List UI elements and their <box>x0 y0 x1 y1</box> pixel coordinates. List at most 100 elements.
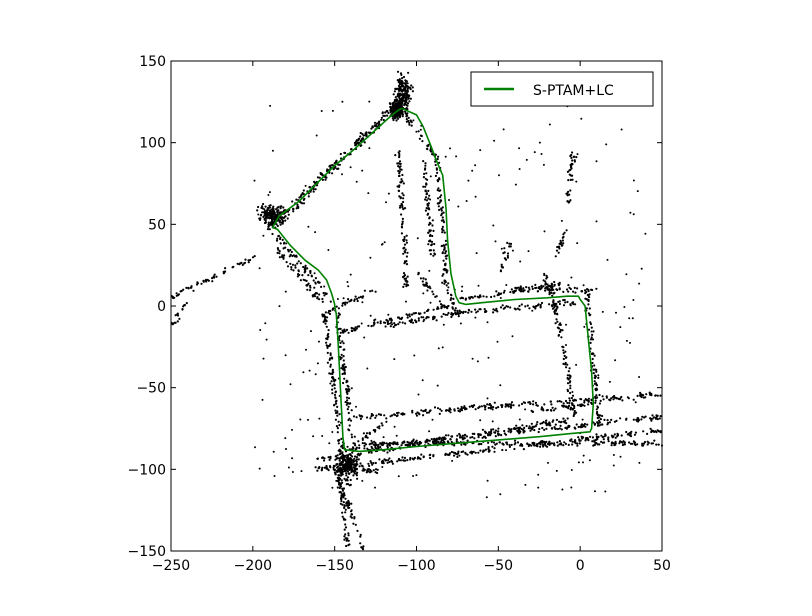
scatter-point <box>569 406 573 409</box>
scatter-point <box>211 277 214 280</box>
scatter-point <box>501 266 505 269</box>
scatter-point <box>399 93 402 96</box>
scatter-point <box>350 387 353 390</box>
scatter-point <box>567 443 570 446</box>
scatter-point <box>176 312 179 315</box>
scatter-point <box>442 221 446 224</box>
scatter-point <box>279 207 282 210</box>
scatter-point <box>442 312 445 316</box>
scatter-point <box>640 267 643 270</box>
scatter-point <box>329 352 332 355</box>
scatter-point <box>586 437 590 440</box>
scatter-point <box>406 112 409 115</box>
scatter-point <box>297 273 300 276</box>
scatter-point <box>393 413 397 416</box>
scatter-point <box>349 478 352 482</box>
scatter-point <box>282 216 285 219</box>
scatter-point <box>375 122 379 125</box>
scatter-point <box>601 414 604 418</box>
scatter-point <box>551 294 554 297</box>
scatter-point <box>341 493 344 496</box>
scatter-point <box>455 155 458 158</box>
scatter-point <box>596 396 599 399</box>
scatter-point <box>545 286 549 289</box>
scatter-point <box>437 205 440 208</box>
scatter-point <box>596 410 599 414</box>
scatter-point <box>590 326 593 329</box>
scatter-point <box>491 420 494 423</box>
scatter-point <box>478 405 481 409</box>
scatter-point <box>443 306 446 309</box>
scatter-point <box>502 252 505 255</box>
scatter-point <box>373 440 376 443</box>
scatter-point <box>341 515 344 518</box>
scatter-point <box>422 414 425 417</box>
scatter-point <box>427 231 430 234</box>
scatter-point <box>405 241 408 244</box>
scatter-point <box>440 307 443 310</box>
scatter-point <box>344 467 347 470</box>
scatter-point <box>384 325 387 328</box>
scatter-point <box>402 412 405 415</box>
scatter-point <box>569 178 572 181</box>
scatter-point <box>497 427 500 430</box>
scatter-point <box>316 176 319 179</box>
scatter-point <box>335 160 338 163</box>
scatter-point <box>341 302 344 305</box>
scatter-point <box>405 313 408 316</box>
scatter-point <box>418 413 421 416</box>
scatter-point <box>394 96 397 99</box>
scatter-point <box>515 427 518 430</box>
scatter-point <box>641 444 645 447</box>
scatter-point <box>591 440 594 443</box>
scatter-point <box>407 116 410 119</box>
scatter-point <box>546 445 549 448</box>
scatter-point <box>478 443 481 446</box>
scatter-point <box>455 439 458 443</box>
scatter-point <box>650 442 653 445</box>
scatter-point <box>441 436 444 439</box>
scatter-point <box>436 202 439 205</box>
scatter-point <box>281 222 284 225</box>
scatter-point <box>401 456 404 459</box>
scatter-point <box>454 307 457 310</box>
scatter-point <box>382 436 385 439</box>
scatter-point <box>558 302 562 306</box>
scatter-point <box>338 439 341 442</box>
scatter-point <box>564 442 568 445</box>
scatter-point <box>583 325 586 328</box>
scatter-point <box>341 340 344 343</box>
scatter-point <box>405 234 408 237</box>
scatter-point <box>276 211 279 214</box>
scatter-point <box>471 296 474 299</box>
scatter-point <box>442 229 445 232</box>
scatter-point <box>438 189 441 192</box>
scatter-point <box>652 416 656 419</box>
scatter-point <box>487 356 490 359</box>
scatter-point <box>506 252 510 255</box>
scatter-point <box>567 370 570 373</box>
scatter-point <box>513 439 517 442</box>
scatter-point <box>468 405 471 408</box>
scatter-point <box>583 399 586 402</box>
scatter-point <box>358 465 361 468</box>
scatter-point <box>474 408 477 411</box>
scatter-point <box>346 445 349 448</box>
scatter-point <box>494 435 497 438</box>
scatter-point <box>412 438 415 441</box>
scatter-point <box>417 393 420 396</box>
scatter-point <box>341 487 344 490</box>
scatter-point <box>479 149 482 152</box>
scatter-point <box>501 304 504 307</box>
scatter-point <box>397 92 400 95</box>
scatter-point <box>276 251 279 254</box>
scatter-point <box>363 336 366 339</box>
scatter-point <box>355 140 358 143</box>
scatter-point <box>542 445 545 448</box>
scatter-point <box>631 317 634 320</box>
scatter-point <box>576 444 579 447</box>
scatter-point <box>598 421 602 424</box>
scatter-point <box>379 442 382 445</box>
scatter-point <box>595 370 598 373</box>
scatter-point <box>638 282 641 285</box>
